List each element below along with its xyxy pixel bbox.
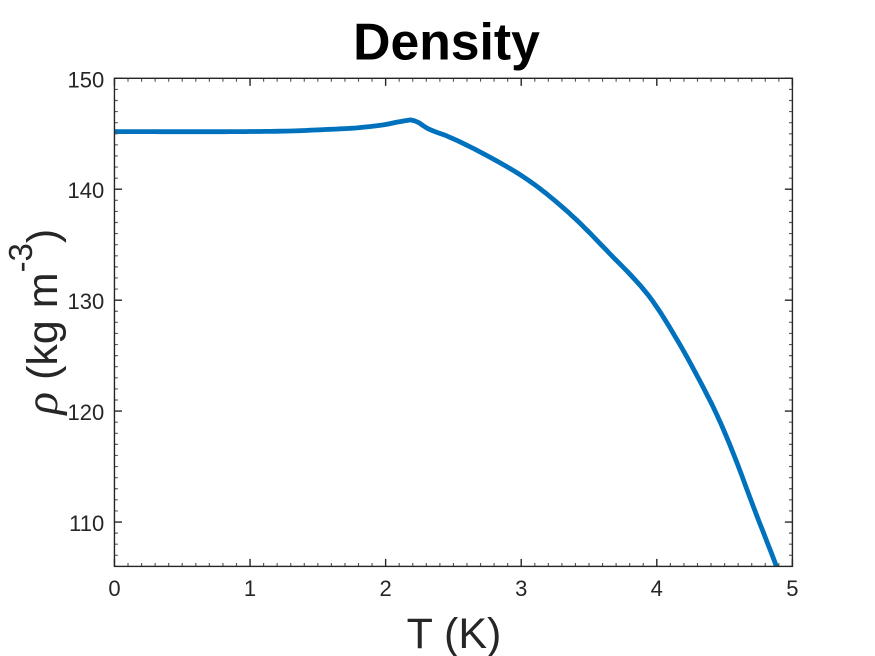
svg-text:120: 120 [67, 400, 104, 425]
svg-text:T (K): T (K) [407, 610, 502, 656]
svg-text:2: 2 [380, 576, 392, 601]
svg-text:5: 5 [786, 576, 798, 601]
svg-text:150: 150 [67, 67, 104, 92]
svg-text:1: 1 [244, 576, 256, 601]
svg-text:110: 110 [69, 511, 104, 536]
svg-text:4: 4 [651, 576, 663, 601]
svg-text:130: 130 [67, 289, 104, 314]
svg-text:140: 140 [67, 178, 104, 203]
svg-text:ρ (kg m-3): ρ (kg m-3) [2, 229, 68, 417]
svg-text:0: 0 [108, 576, 120, 601]
svg-text:Density: Density [353, 13, 540, 71]
svg-text:3: 3 [515, 576, 527, 601]
